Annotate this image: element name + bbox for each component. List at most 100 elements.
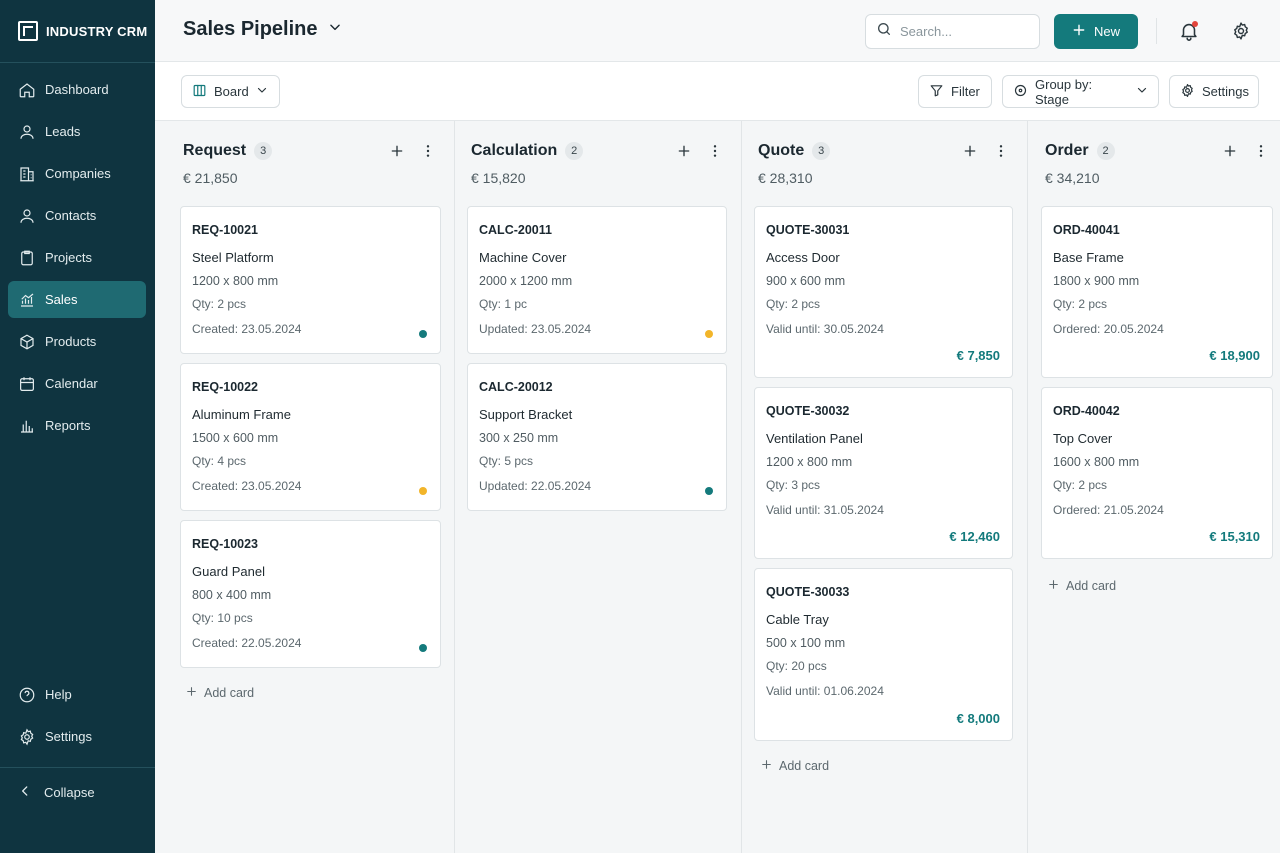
chevron-left-icon	[18, 784, 32, 801]
plus-icon	[760, 758, 773, 774]
add-card-button[interactable]: Add card	[760, 758, 829, 774]
deal-card[interactable]: REQ-10022 Aluminum Frame 1500 x 600 mm Q…	[180, 363, 441, 511]
add-card-button[interactable]: Add card	[185, 685, 254, 701]
deal-card[interactable]: QUOTE-30032 Ventilation Panel 1200 x 800…	[754, 387, 1013, 559]
brand[interactable]: INDUSTRY CRM	[18, 20, 147, 42]
column-header: Calculation 2	[471, 142, 584, 160]
card-id: ORD-40041	[1053, 223, 1120, 237]
view-select[interactable]: Board	[181, 75, 280, 108]
card-dimensions: 2000 x 1200 mm	[479, 274, 573, 288]
view-select-label: Board	[214, 84, 249, 99]
card-price: € 7,850	[956, 348, 1000, 363]
deal-card[interactable]: CALC-20012 Support Bracket 300 x 250 mm …	[467, 363, 727, 511]
sidebar-item-calendar[interactable]: Calendar	[8, 365, 146, 402]
add-icon[interactable]	[1222, 143, 1238, 159]
collapse-button[interactable]: Collapse	[18, 784, 95, 801]
search-input[interactable]	[900, 24, 1030, 39]
sidebar-item-help[interactable]: Help	[8, 676, 146, 713]
add-card-label: Add card	[204, 686, 255, 700]
sidebar-item-sales[interactable]: Sales	[8, 281, 146, 318]
page-title-dropdown[interactable]: Sales Pipeline	[183, 18, 342, 41]
search-box[interactable]	[865, 14, 1040, 49]
card-name: Aluminum Frame	[192, 407, 291, 422]
card-date: Valid until: 01.06.2024	[766, 684, 884, 698]
card-date: Created: 23.05.2024	[192, 479, 302, 493]
group-by-select[interactable]: Group by: Stage	[1002, 75, 1159, 108]
header: Sales Pipeline New	[155, 0, 1280, 62]
deal-card[interactable]: REQ-10023 Guard Panel 800 x 400 mm Qty: …	[180, 520, 441, 668]
sidebar-item-projects[interactable]: Projects	[8, 239, 146, 276]
card-id: QUOTE-30032	[766, 404, 850, 418]
status-dot	[705, 487, 713, 495]
card-date: Updated: 23.05.2024	[479, 322, 592, 336]
status-dot	[419, 487, 427, 495]
more-vertical-icon[interactable]	[1253, 143, 1269, 159]
deal-card[interactable]: QUOTE-30033 Cable Tray 500 x 100 mm Qty:…	[754, 568, 1013, 741]
column-order: Order 2 € 34,210 ORD-40041 Base Frame 18…	[1028, 121, 1280, 853]
clipboard-icon	[18, 249, 36, 267]
sidebar-item-reports[interactable]: Reports	[8, 407, 146, 444]
card-id: QUOTE-30033	[766, 585, 850, 599]
card-date: Ordered: 21.05.2024	[1053, 503, 1164, 517]
column-count-badge: 2	[565, 142, 584, 160]
sidebar-item-label: Sales	[45, 292, 78, 307]
new-button[interactable]: New	[1054, 14, 1138, 49]
notification-badge	[1192, 21, 1198, 27]
gear-icon	[1231, 22, 1251, 45]
sidebar-item-dashboard[interactable]: Dashboard	[8, 71, 146, 108]
add-card-label: Add card	[1066, 579, 1117, 593]
building-icon	[18, 165, 36, 183]
card-dimensions: 1500 x 600 mm	[192, 431, 279, 445]
filter-label: Filter	[951, 84, 980, 99]
notifications-button[interactable]	[1178, 20, 1200, 42]
filter-button[interactable]: Filter	[918, 75, 992, 108]
sidebar-item-label: Companies	[45, 166, 111, 181]
deal-card[interactable]: ORD-40042 Top Cover 1600 x 800 mm Qty: 2…	[1041, 387, 1273, 559]
deal-card[interactable]: REQ-10021 Steel Platform 1200 x 800 mm Q…	[180, 206, 441, 354]
chart-icon	[18, 291, 36, 309]
column-header: Request 3	[183, 142, 273, 160]
add-icon[interactable]	[676, 143, 692, 159]
divider	[0, 62, 155, 63]
card-quantity: Qty: 5 pcs	[479, 454, 534, 468]
calendar-icon	[18, 375, 36, 393]
brand-name: INDUSTRY CRM	[46, 23, 148, 39]
settings-button[interactable]	[1231, 21, 1253, 43]
sidebar-item-leads[interactable]: Leads	[8, 113, 146, 150]
deal-card[interactable]: CALC-20011 Machine Cover 2000 x 1200 mm …	[467, 206, 727, 354]
collapse-label: Collapse	[44, 785, 95, 800]
card-name: Machine Cover	[479, 250, 567, 265]
new-button-label: New	[1093, 24, 1120, 39]
card-name: Steel Platform	[192, 250, 274, 265]
add-icon[interactable]	[389, 143, 405, 159]
more-vertical-icon[interactable]	[420, 143, 436, 159]
sidebar-item-label: Leads	[45, 124, 81, 139]
sidebar-item-label: Help	[45, 687, 72, 702]
more-vertical-icon[interactable]	[993, 143, 1009, 159]
card-id: REQ-10021	[192, 223, 259, 237]
add-icon[interactable]	[962, 143, 978, 159]
sidebar-item-products[interactable]: Products	[8, 323, 146, 360]
plus-icon	[185, 685, 198, 701]
column-total: € 34,210	[1045, 170, 1100, 186]
board-settings-button[interactable]: Settings	[1169, 75, 1259, 108]
sidebar-item-contacts[interactable]: Contacts	[8, 197, 146, 234]
column-title: Request	[183, 142, 247, 159]
plus-icon	[1047, 578, 1060, 594]
deal-card[interactable]: QUOTE-30031 Access Door 900 x 600 mm Qty…	[754, 206, 1013, 378]
card-dimensions: 1600 x 800 mm	[1053, 455, 1140, 469]
deal-card[interactable]: ORD-40041 Base Frame 1800 x 900 mm Qty: …	[1041, 206, 1273, 378]
column-title: Order	[1045, 142, 1089, 159]
more-vertical-icon[interactable]	[707, 143, 723, 159]
card-quantity: Qty: 2 pcs	[766, 297, 821, 311]
sidebar-bottom: Help Settings	[8, 676, 146, 760]
columns-icon	[192, 83, 207, 101]
card-name: Top Cover	[1053, 431, 1113, 446]
sidebar-item-label: Projects	[45, 250, 92, 265]
card-price: € 15,310	[1209, 529, 1260, 544]
filter-icon	[929, 83, 944, 101]
add-card-button[interactable]: Add card	[1047, 578, 1116, 594]
column-title: Quote	[758, 142, 805, 159]
sidebar-item-settings[interactable]: Settings	[8, 718, 146, 755]
sidebar-item-companies[interactable]: Companies	[8, 155, 146, 192]
